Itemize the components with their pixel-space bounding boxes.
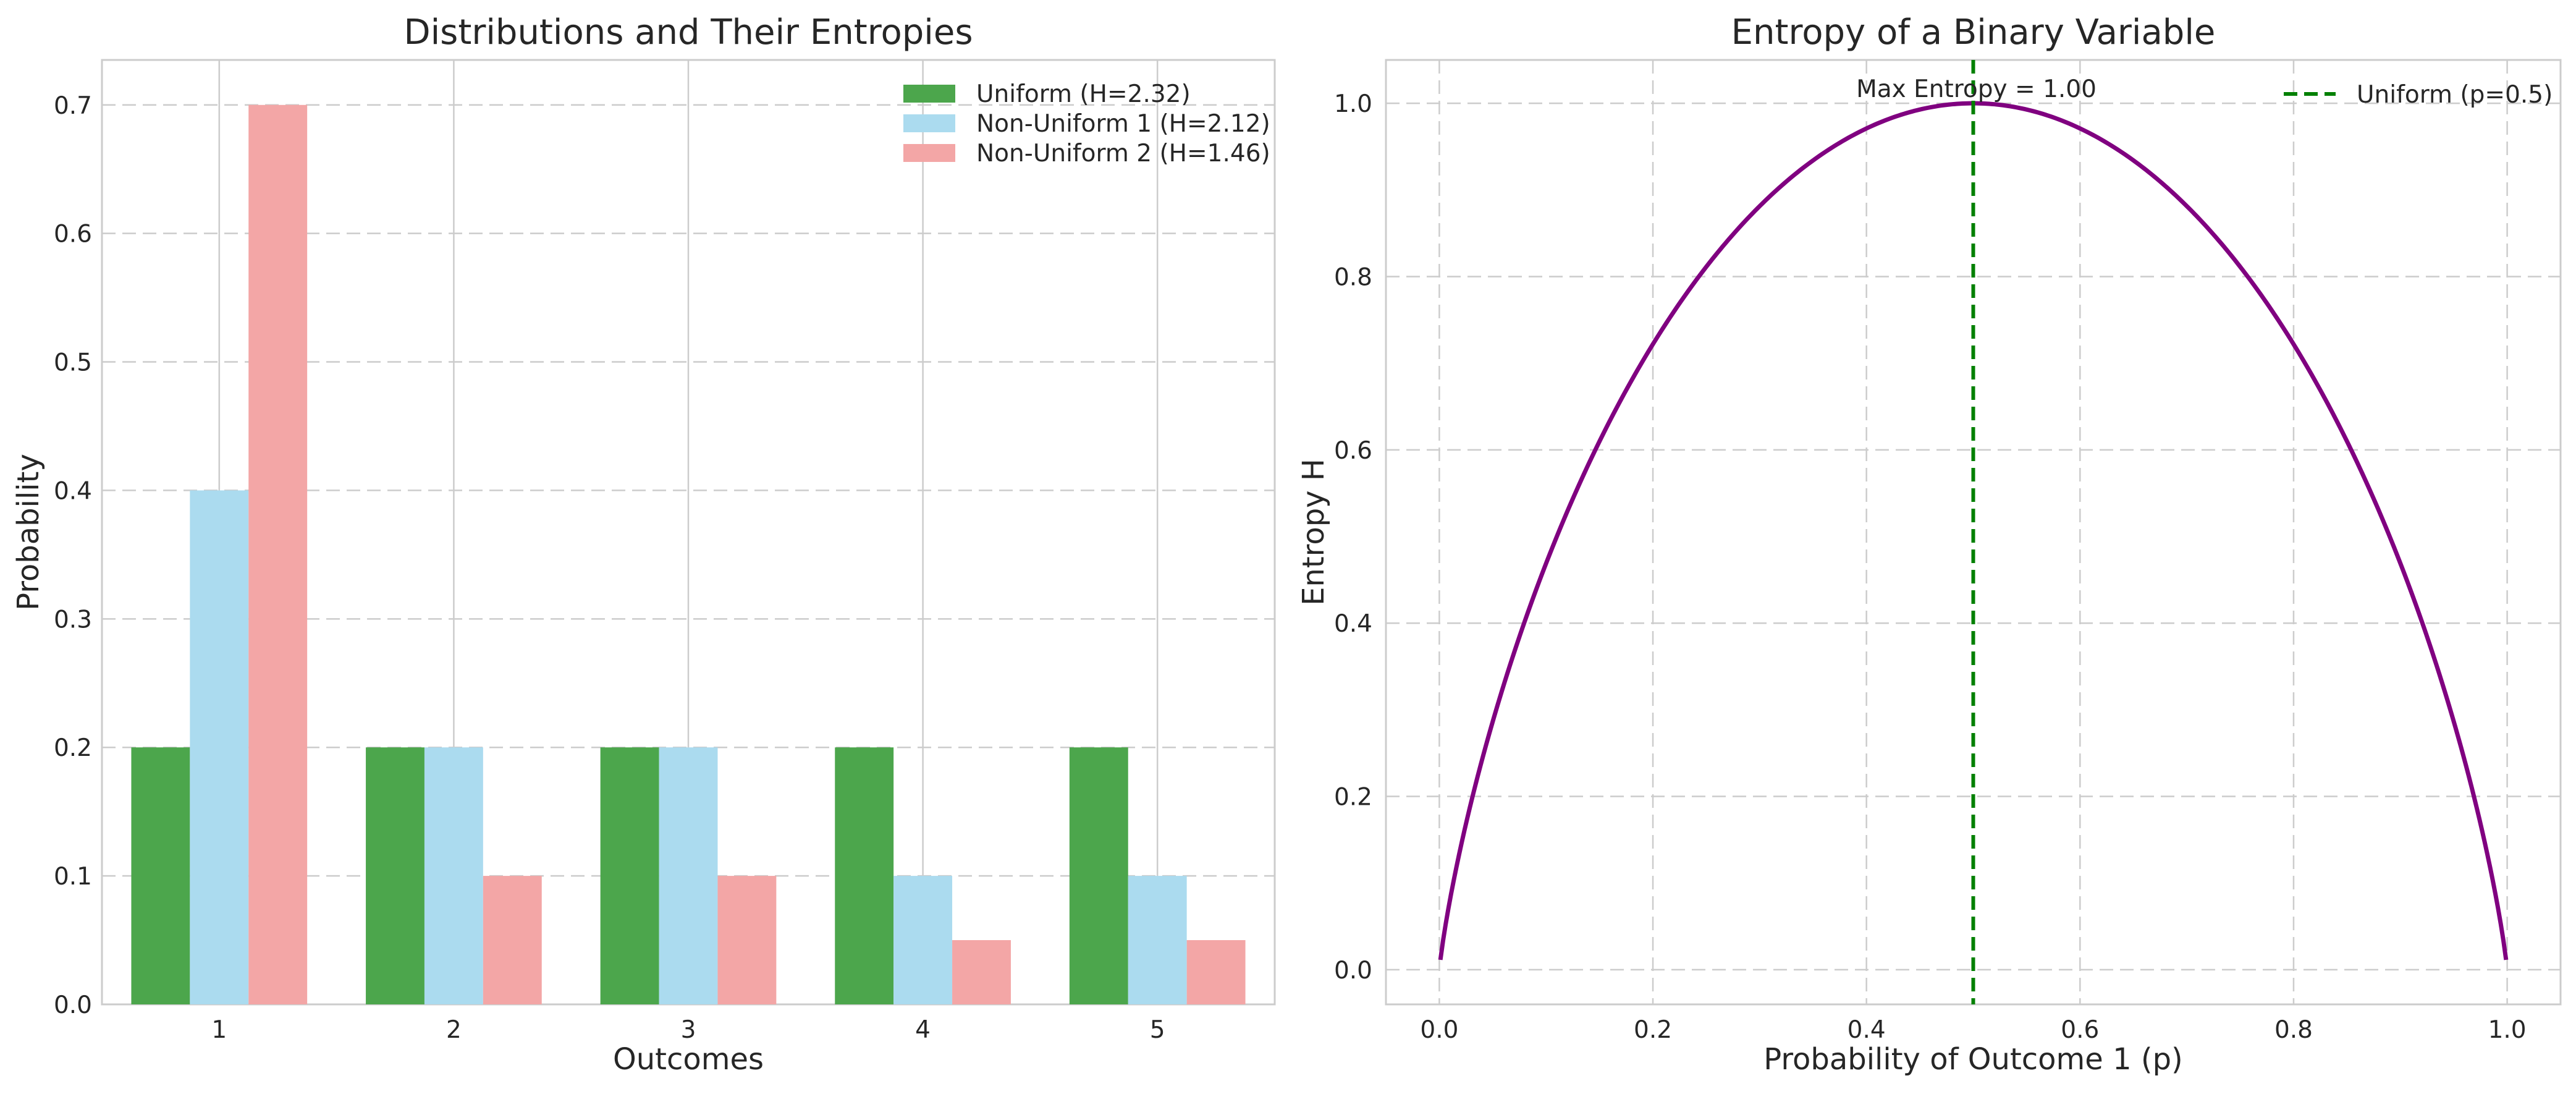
bar <box>1186 940 1246 1004</box>
line-tick-labels: 0.0 0.2 0.4 0.6 0.8 1.0 0.0 0.2 0.4 0.6 0.8 1.0 <box>1334 90 2527 1044</box>
line-x-tick-label: 0.6 <box>2061 1016 2099 1044</box>
bar <box>190 490 249 1004</box>
line-marks <box>1438 60 2509 1004</box>
bar-y-tick-label: 0.4 <box>54 477 92 505</box>
line-legend: Uniform (p=0.5) <box>2284 81 2553 109</box>
line-x-tick-label: 0.0 <box>1420 1016 1458 1044</box>
line-y-tick-label: 0.0 <box>1334 957 1372 985</box>
bar-marks <box>131 104 1246 1004</box>
bar-y-tick-label: 0.7 <box>54 92 92 120</box>
bar-legend-label: Non-Uniform 2 (H=1.46) <box>976 140 1270 167</box>
bar-chart-title: Distributions and Their Entropies <box>404 12 973 53</box>
bar-y-tick-label: 0.6 <box>54 221 92 248</box>
bar <box>483 876 542 1004</box>
bar <box>893 876 953 1004</box>
line-y-axis-label: Entropy H <box>1296 459 1331 606</box>
bar <box>717 876 777 1004</box>
bar <box>1128 876 1187 1004</box>
line-y-tick-label: 1.0 <box>1334 90 1372 118</box>
line-x-tick-label: 1.0 <box>2488 1016 2527 1044</box>
line-y-tick-label: 0.8 <box>1334 263 1372 291</box>
bar-y-axis-label: Probability <box>11 454 46 611</box>
bar-legend-swatch <box>903 85 955 103</box>
bar-legend-label: Uniform (H=2.32) <box>976 80 1191 108</box>
bar-legend-swatch <box>903 144 955 162</box>
bar-x-tick-label: 2 <box>446 1016 462 1044</box>
bar-legend: Uniform (H=2.32)Non-Uniform 1 (H=2.12)No… <box>903 80 1270 167</box>
bar-x-axis-label: Outcomes <box>613 1042 764 1077</box>
line-grid <box>1386 60 2561 1004</box>
line-chart: 0.0 0.2 0.4 0.6 0.8 1.0 0.0 0.2 0.4 0.6 0.8 1.0 Ent… <box>1296 12 2562 1077</box>
bar-x-tick-label: 5 <box>1150 1016 1165 1044</box>
bar-y-tick-label: 0.0 <box>54 991 92 1019</box>
line-y-tick-label: 0.4 <box>1334 610 1372 638</box>
bar-tick-labels: 0.0 0.1 0.2 0.3 0.4 0.5 0.6 0.7 1 2 3 4 5 <box>54 92 1165 1044</box>
line-legend-label: Uniform (p=0.5) <box>2357 81 2553 109</box>
bar-legend-label: Non-Uniform 1 (H=2.12) <box>976 110 1270 138</box>
bar <box>1069 747 1128 1004</box>
bar-y-tick-label: 0.1 <box>54 863 92 891</box>
bar <box>366 747 424 1004</box>
bar <box>600 747 659 1004</box>
line-x-axis-label: Probability of Outcome 1 (p) <box>1763 1042 2183 1077</box>
bar <box>131 747 190 1004</box>
bar <box>835 747 894 1004</box>
bar <box>659 747 718 1004</box>
bar <box>424 747 483 1004</box>
bar-legend-swatch <box>903 114 955 132</box>
bar-x-tick-label: 1 <box>211 1016 227 1044</box>
bar <box>952 940 1011 1004</box>
bar-x-tick-label: 3 <box>681 1016 696 1044</box>
bar-y-tick-label: 0.2 <box>54 734 92 762</box>
bar-y-tick-label: 0.3 <box>54 606 92 634</box>
line-chart-title: Entropy of a Binary Variable <box>1731 12 2216 53</box>
bar-y-tick-label: 0.5 <box>54 349 92 377</box>
line-x-tick-label: 0.8 <box>2274 1016 2313 1044</box>
line-x-tick-label: 0.4 <box>1848 1016 1886 1044</box>
max-entropy-annotation: Max Entropy = 1.00 <box>1856 75 2097 103</box>
bar-x-tick-label: 4 <box>915 1016 931 1044</box>
line-x-tick-label: 0.2 <box>1634 1016 1672 1044</box>
bar <box>248 104 308 1004</box>
bar-chart: 0.0 0.1 0.2 0.3 0.4 0.5 0.6 0.7 1 2 3 4 5 Distributi… <box>11 12 1276 1077</box>
line-y-tick-label: 0.6 <box>1334 437 1372 465</box>
line-y-tick-label: 0.2 <box>1334 784 1372 812</box>
